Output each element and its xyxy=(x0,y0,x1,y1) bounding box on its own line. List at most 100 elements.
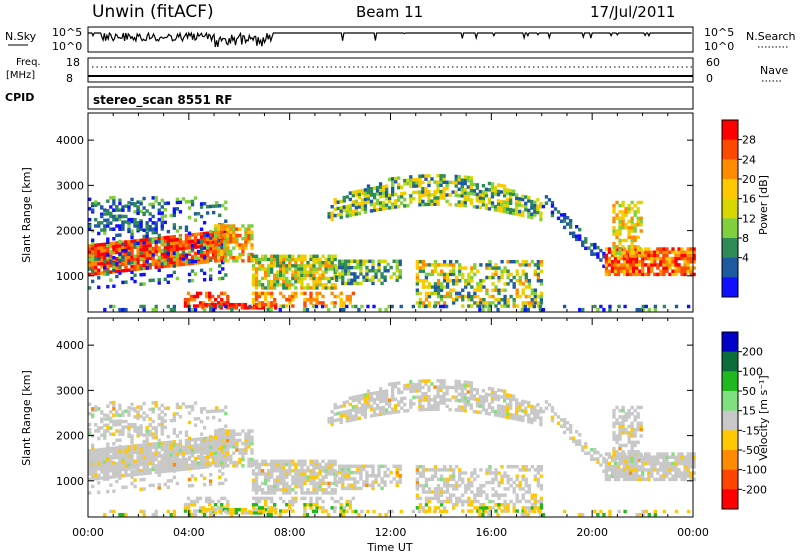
power-cell xyxy=(518,263,522,267)
power-cell xyxy=(303,270,307,274)
power-cell xyxy=(384,193,389,198)
velocity-cell xyxy=(424,382,428,386)
velocity-cell xyxy=(91,455,95,459)
power-cell xyxy=(515,304,519,308)
power-cell xyxy=(218,304,222,309)
power-cell xyxy=(662,304,667,309)
power-cell xyxy=(294,267,298,271)
power-cell xyxy=(458,291,462,296)
velocity-cell xyxy=(130,440,134,445)
power-cell xyxy=(127,255,131,260)
power-cell xyxy=(518,294,522,299)
velocity-cell xyxy=(488,471,492,475)
power-cell xyxy=(436,291,441,296)
site-title: Unwin (fitACF) xyxy=(92,2,214,22)
velocity-cell xyxy=(130,469,134,474)
power-cell xyxy=(118,307,122,312)
velocity-cell xyxy=(130,457,134,461)
velocity-cell xyxy=(533,468,538,472)
power-cell xyxy=(397,198,401,203)
power-cell xyxy=(163,264,167,268)
velocity-cell xyxy=(333,418,337,423)
power-cell xyxy=(251,291,256,296)
velocity-cell xyxy=(157,486,161,490)
power-cell xyxy=(621,216,625,221)
power-cell xyxy=(106,240,110,245)
power-cell xyxy=(115,208,119,212)
velocity-cell xyxy=(424,398,428,402)
power-cell xyxy=(518,197,522,201)
nsearch-tick-top: 10^5 xyxy=(704,26,734,39)
velocity-cell xyxy=(190,404,195,409)
power-cell xyxy=(436,272,441,277)
velocity-cell xyxy=(169,453,173,457)
power-cell xyxy=(209,234,213,238)
velocity-cell xyxy=(533,474,538,478)
velocity-cell xyxy=(169,449,173,454)
power-cell xyxy=(473,291,477,296)
velocity-cell xyxy=(686,455,690,459)
velocity-cell xyxy=(121,485,125,490)
power-cell xyxy=(97,243,101,247)
velocity-cell xyxy=(303,472,307,476)
velocity-cell xyxy=(628,464,633,469)
velocity-cell xyxy=(381,393,386,397)
power-cell xyxy=(130,261,134,265)
power-cell xyxy=(644,256,648,261)
velocity-cell xyxy=(659,455,663,459)
power-cell xyxy=(371,262,375,267)
velocity-cell xyxy=(342,410,346,414)
velocity-cell xyxy=(613,461,618,466)
power-cell xyxy=(226,297,230,302)
power-cell xyxy=(650,253,654,258)
power-cell xyxy=(260,291,265,296)
power-cell xyxy=(616,263,621,267)
power-cell xyxy=(224,206,228,211)
power-cell xyxy=(172,270,177,275)
power-cell xyxy=(553,207,558,211)
velocity-cell xyxy=(365,470,369,475)
velocity-cell xyxy=(202,451,207,455)
velocity-cell xyxy=(103,471,107,475)
power-cell xyxy=(330,267,334,271)
velocity-cell xyxy=(494,493,498,497)
power-cell xyxy=(680,250,684,254)
power-cell xyxy=(409,197,413,201)
power-cell xyxy=(109,211,113,216)
velocity-cell xyxy=(692,471,696,475)
power-cell xyxy=(276,273,280,278)
velocity-cell xyxy=(383,464,387,469)
velocity-cell xyxy=(351,496,356,501)
velocity-cell xyxy=(356,464,360,469)
power-cell xyxy=(539,205,543,209)
velocity-cell xyxy=(470,471,474,475)
power-cell xyxy=(94,268,98,273)
power-cell xyxy=(631,269,636,273)
velocity-cell xyxy=(515,477,519,482)
power-cell xyxy=(103,252,107,256)
velocity-cell xyxy=(418,471,423,475)
power-cell xyxy=(124,259,128,263)
velocity-cell xyxy=(142,471,146,476)
power-cell xyxy=(335,269,339,273)
power-cell xyxy=(130,242,134,247)
power-cell xyxy=(285,254,289,259)
power-cell xyxy=(297,264,301,268)
velocity-cell xyxy=(251,502,256,507)
velocity-cell xyxy=(515,407,519,412)
power-cell xyxy=(359,265,363,270)
velocity-cell xyxy=(109,454,113,459)
velocity-cell xyxy=(145,468,149,472)
velocity-cell xyxy=(195,499,200,504)
power-cell xyxy=(671,259,675,264)
power-cell xyxy=(175,207,180,211)
velocity-cell xyxy=(348,409,352,413)
velocity-cell xyxy=(321,481,325,486)
power-cell xyxy=(512,189,516,193)
power-cell xyxy=(315,301,319,305)
velocity-cell xyxy=(368,474,372,478)
power-cell xyxy=(479,285,483,289)
power-cell xyxy=(621,226,625,230)
velocity-cell xyxy=(163,466,167,471)
power-cell xyxy=(521,269,525,273)
